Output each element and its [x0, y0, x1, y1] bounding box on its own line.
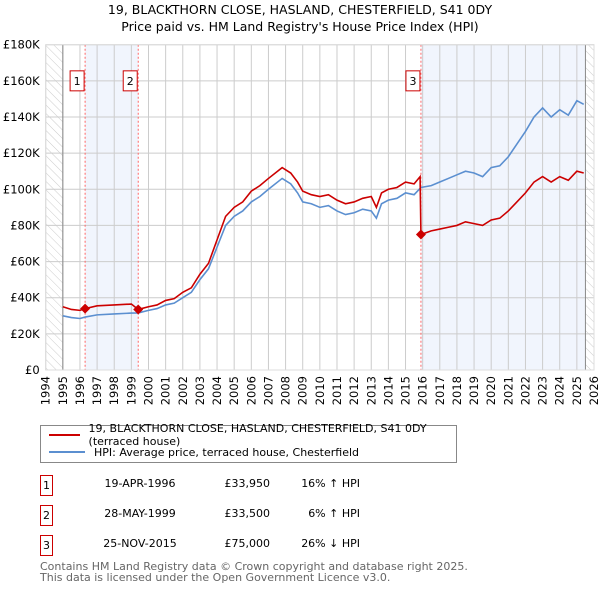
hatch-before-data	[45, 44, 63, 370]
y-tick-label: £140K	[3, 110, 40, 124]
x-tick-label: 2018	[450, 376, 464, 405]
x-tick-label: 2014	[381, 376, 395, 405]
shaded-period	[420, 44, 586, 370]
y-tick-label: £120K	[3, 146, 40, 160]
legend-label: HPI: Average price, terraced house, Ches…	[94, 445, 360, 459]
legend-line-blue	[49, 451, 85, 453]
y-tick-label: £60K	[10, 255, 40, 269]
legend-item-hpi: HPI: Average price, terraced house, Ches…	[49, 444, 359, 460]
x-tick-label: 2012	[347, 376, 361, 405]
sale-date: 19-APR-1996	[104, 477, 176, 490]
legend-label: 19, BLACKTHORN CLOSE, HASLAND, CHESTERFI…	[88, 422, 427, 448]
sale-label-box: 2	[122, 70, 138, 92]
x-tick-label: 2008	[279, 376, 293, 405]
x-tick-label: 2005	[227, 376, 241, 405]
x-tick-label: 2009	[296, 376, 310, 405]
x-tick-label: 2019	[467, 376, 481, 405]
shaded-period	[85, 44, 139, 370]
x-tick-label: 1994	[39, 376, 53, 405]
x-tick-label: 1996	[73, 376, 87, 405]
sale-point	[80, 303, 91, 314]
x-tick-label: 2026	[587, 376, 600, 405]
sale-label-number: 3	[409, 75, 416, 88]
x-tick-label: 2004	[210, 376, 224, 405]
sale-label-box: 1	[69, 70, 85, 92]
sale-marker-badge: 2	[40, 505, 53, 526]
y-tick-label: £20K	[10, 327, 40, 341]
plot-border	[45, 44, 595, 371]
sale-price: £33,950	[224, 477, 271, 490]
sale-point	[415, 229, 426, 240]
legend: 19, BLACKTHORN CLOSE, HASLAND, CHESTERFI…	[40, 422, 457, 463]
price-chart: 1994 1995 1996 1997 1998 1999 2000 2001 2002 2003…	[3, 38, 600, 406]
x-tick-label: 2003	[193, 376, 207, 405]
sale-hpi-diff: 26% ↓ HPI	[301, 537, 360, 550]
y-tick-label: £100K	[3, 182, 40, 196]
x-tick-label: 2015	[399, 376, 413, 405]
x-tick-label: 2021	[501, 376, 515, 405]
sale-hpi-diff: 6% ↑ HPI	[308, 507, 360, 520]
sale-hpi-diff: 16% ↑ HPI	[301, 477, 360, 490]
x-tick-label: 1999	[124, 376, 138, 405]
sale-label-border	[69, 70, 85, 92]
sale-point	[133, 304, 144, 315]
y-tick-label: £180K	[3, 38, 40, 52]
y-tick-label: £40K	[10, 291, 40, 305]
sale-marker-badge: 3	[40, 535, 53, 556]
sale-date: 28-MAY-1999	[104, 507, 176, 520]
x-tick-label: 2001	[159, 376, 173, 405]
sale-marker-badge: 1	[40, 475, 53, 496]
x-tick-label: 2006	[244, 376, 258, 405]
x-tick-label: 1997	[90, 376, 104, 405]
sale-label-number: 1	[74, 75, 81, 88]
y-tick-label: £0	[25, 363, 40, 377]
x-tick-label: 2023	[536, 376, 550, 405]
table-row: 2 28-MAY-1999 £33,500 6% ↑ HPI	[40, 505, 440, 527]
chart-subtitle: Price paid vs. HM Land Registry's House …	[121, 19, 479, 34]
hpi-line	[62, 99, 585, 320]
sale-price: £75,000	[224, 537, 271, 550]
table-row: 3 25-NOV-2015 £75,000 26% ↓ HPI	[40, 535, 440, 557]
x-tick-label: 2011	[330, 376, 344, 405]
y-tick-label: £80K	[10, 218, 40, 232]
sale-label-border	[122, 70, 138, 92]
x-tick-label: 2000	[142, 376, 156, 405]
x-tick-label: 2002	[176, 376, 190, 405]
x-tick-label: 2007	[261, 376, 275, 405]
x-tick-label: 2024	[553, 376, 567, 405]
footer-licence: This data is licensed under the Open Gov…	[40, 571, 391, 584]
x-tick-label: 2010	[313, 376, 327, 405]
x-tick-label: 2017	[433, 376, 447, 405]
hatch-after-data	[585, 44, 594, 370]
x-tick-label: 2020	[484, 376, 498, 405]
sale-label-number: 2	[127, 75, 134, 88]
x-tick-label: 2025	[570, 376, 584, 405]
x-tick-label: 2022	[518, 376, 532, 405]
legend-item-property: 19, BLACKTHORN CLOSE, HASLAND, CHESTERFI…	[49, 422, 456, 448]
property-price-line	[62, 166, 584, 312]
sale-price: £33,500	[224, 507, 271, 520]
x-tick-label: 1998	[107, 376, 121, 405]
sale-label-box: 3	[405, 70, 421, 92]
sale-label-border	[405, 70, 421, 92]
x-tick-label: 1995	[56, 376, 70, 405]
legend-line-red	[49, 434, 80, 436]
chart-title: 19, BLACKTHORN CLOSE, HASLAND, CHESTERFI…	[107, 2, 493, 17]
x-tick-label: 2013	[364, 376, 378, 405]
x-tick-label: 2016	[416, 376, 430, 405]
y-tick-label: £160K	[3, 74, 40, 88]
sale-date: 25-NOV-2015	[103, 537, 177, 550]
table-row: 1 19-APR-1996 £33,950 16% ↑ HPI	[40, 475, 440, 497]
footer-copyright: Contains HM Land Registry data © Crown c…	[40, 560, 468, 573]
